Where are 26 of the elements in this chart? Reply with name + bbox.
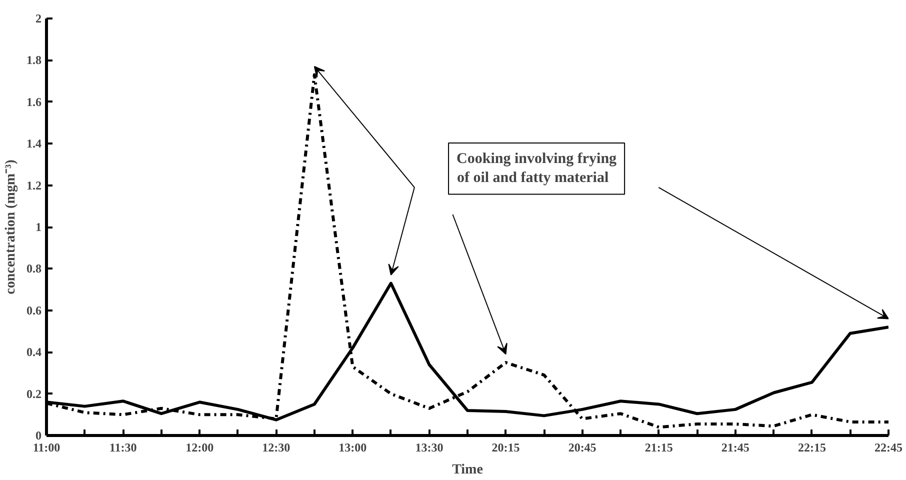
y-tick-label: 1.4 — [26, 136, 42, 151]
x-tick-label: 21:15 — [644, 440, 673, 454]
y-tick-label: 0.6 — [26, 303, 42, 318]
y-tick-label: 0.8 — [26, 262, 42, 276]
x-tick-label: 12:30 — [262, 440, 290, 454]
x-tick-label: 13:30 — [415, 440, 444, 454]
x-tick-label: 12:00 — [186, 440, 214, 454]
x-tick-label: 11:00 — [32, 440, 60, 454]
annotation: Cooking involving frying of oil and fatty material — [456, 151, 618, 186]
x-tick-label: 22:45 — [874, 440, 902, 454]
x-tick-label: 20:45 — [568, 440, 596, 454]
x-tick-label: 11:30 — [109, 440, 137, 454]
x-tick-label: 22:15 — [798, 440, 826, 454]
y-tick-label: 1.2 — [26, 178, 42, 192]
y-tick-label: 0 — [36, 428, 42, 442]
y-tick-label: 1 — [36, 220, 42, 234]
y-tick-label: 1.8 — [26, 53, 42, 68]
x-tick-label: 20:15 — [492, 440, 520, 454]
x-tick-label: 13:00 — [338, 440, 367, 454]
x-axis-title: Time — [452, 462, 483, 478]
y-axis-title: concentration (mgm⁻³) — [4, 159, 18, 294]
y-tick-label: 0.2 — [26, 386, 42, 401]
y-tick-label: 2 — [36, 12, 42, 26]
y-tick-label: 0.4 — [26, 345, 42, 360]
y-tick-label: 1.6 — [26, 94, 42, 109]
x-tick-label: 21:45 — [721, 440, 750, 454]
